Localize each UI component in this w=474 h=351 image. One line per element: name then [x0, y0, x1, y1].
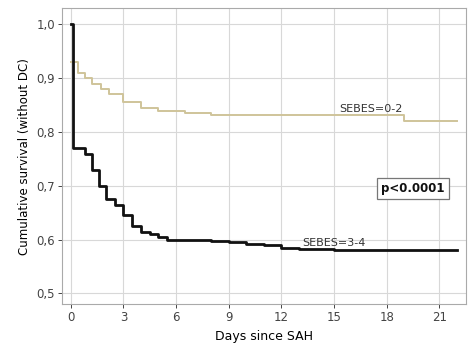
Text: p<0.0001: p<0.0001: [381, 182, 445, 195]
Text: SEBES=3-4: SEBES=3-4: [302, 238, 366, 248]
Text: SEBES=0-2: SEBES=0-2: [339, 104, 402, 114]
X-axis label: Days since SAH: Days since SAH: [215, 330, 313, 343]
Y-axis label: Cumulative survival (without DC): Cumulative survival (without DC): [18, 58, 31, 255]
